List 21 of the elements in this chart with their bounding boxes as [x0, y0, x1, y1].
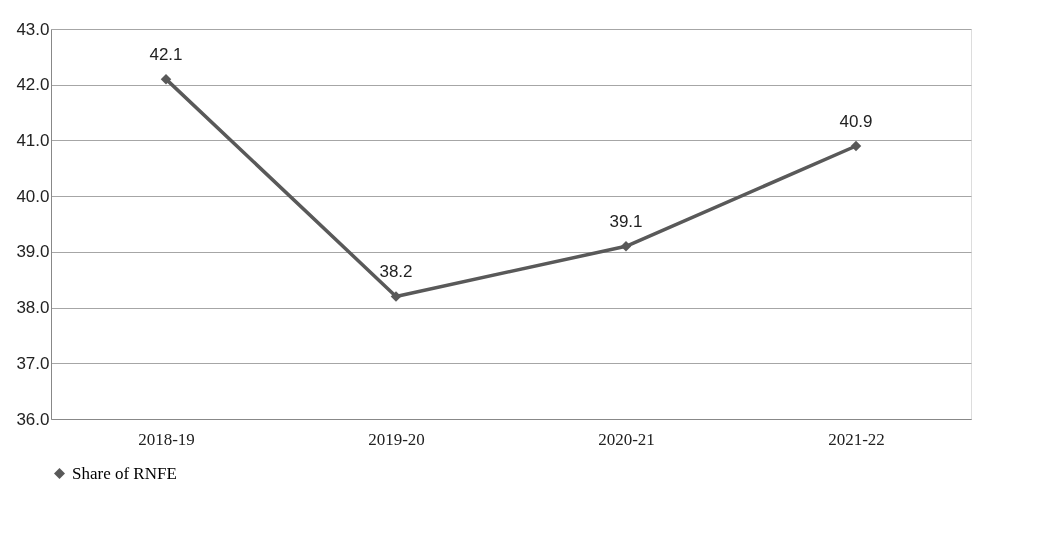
y-tick-label: 37.0: [16, 353, 50, 373]
x-tick-label: 2019-20: [368, 429, 425, 449]
y-tick-label: 38.0: [16, 298, 50, 318]
y-tick-label: 39.0: [16, 242, 50, 262]
data-label: 42.1: [149, 45, 183, 65]
y-tick-label: 41.0: [16, 130, 50, 150]
legend-label: Share of RNFE: [72, 463, 177, 483]
x-tick-label: 2018-19: [138, 429, 195, 449]
point: [620, 241, 632, 252]
point: [160, 73, 172, 85]
y-tick-label: 43.0: [16, 19, 50, 39]
data-label: 38.2: [379, 262, 413, 282]
data-label: 40.9: [839, 112, 873, 131]
point: [850, 140, 862, 152]
y-tick-label: 40.0: [16, 186, 50, 206]
data-label: 39.1: [609, 212, 643, 232]
y-tick-label: 36.0: [16, 409, 50, 429]
x-tick-label: 2020-21: [598, 429, 655, 449]
x-tick-label: 2021-22: [828, 429, 885, 449]
y-tick-label: 42.0: [16, 75, 50, 95]
point: [390, 291, 402, 302]
